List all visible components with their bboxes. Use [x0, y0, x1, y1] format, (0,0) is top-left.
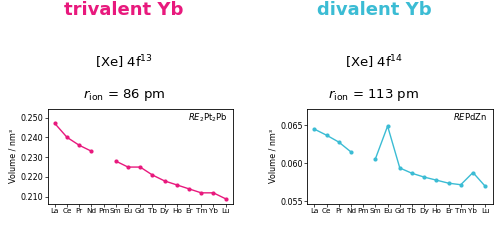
Text: trivalent Yb: trivalent Yb	[64, 1, 184, 19]
Y-axis label: Volume / nm³: Volume / nm³	[9, 129, 18, 183]
Text: [Xe] 4f$^{13}$: [Xe] 4f$^{13}$	[95, 54, 153, 71]
Y-axis label: Volume / nm³: Volume / nm³	[268, 129, 278, 183]
Text: $\mathit{r}_\mathrm{ion}$ = 86 pm: $\mathit{r}_\mathrm{ion}$ = 86 pm	[82, 87, 166, 103]
Text: [Xe] 4f$^{14}$: [Xe] 4f$^{14}$	[345, 54, 403, 71]
Text: $\mathit{r}_\mathrm{ion}$ = 113 pm: $\mathit{r}_\mathrm{ion}$ = 113 pm	[328, 87, 420, 103]
Text: $\mathit{RE}_2\mathrm{Pt}_2\mathrm{Pb}$: $\mathit{RE}_2\mathrm{Pt}_2\mathrm{Pb}$	[188, 112, 228, 124]
Text: divalent Yb: divalent Yb	[316, 1, 432, 19]
Text: $\mathit{RE}\mathrm{PdZn}$: $\mathit{RE}\mathrm{PdZn}$	[453, 112, 487, 122]
